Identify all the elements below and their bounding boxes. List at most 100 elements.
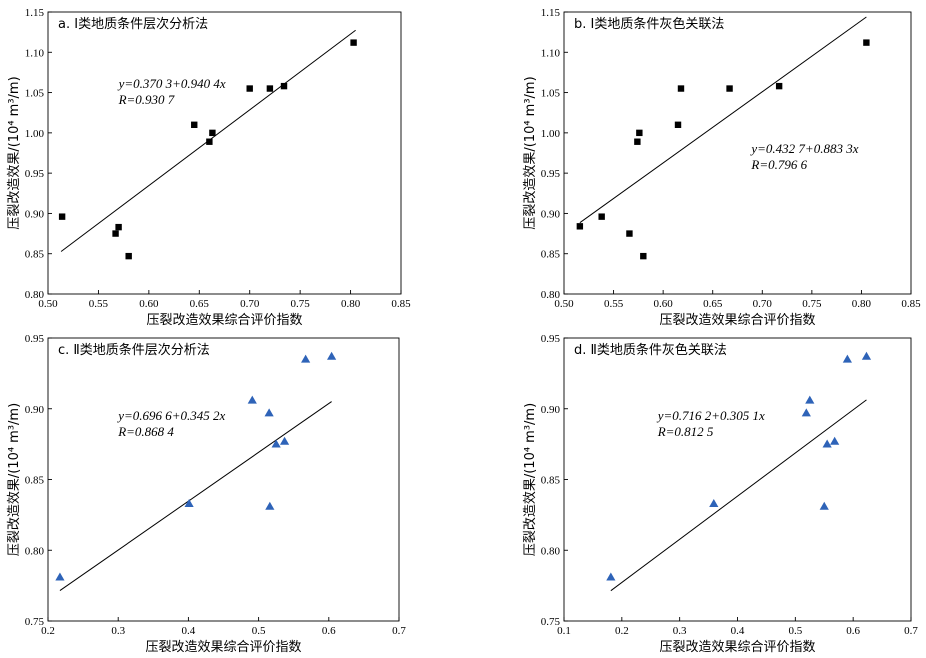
x-tick-label: 0.80 xyxy=(852,298,872,310)
x-tick-label: 0.4 xyxy=(182,625,196,637)
data-point xyxy=(125,252,132,260)
data-point xyxy=(726,85,733,92)
data-point xyxy=(280,82,288,90)
x-tick-label: 0.55 xyxy=(89,298,109,310)
y-tick-label: 0.85 xyxy=(541,249,561,261)
plot-frame xyxy=(563,337,912,622)
x-tick-label: 0.55 xyxy=(604,298,624,310)
fit-line xyxy=(59,401,332,591)
x-tick-label: 0.5 xyxy=(788,625,802,637)
y-tick-label: 0.85 xyxy=(541,475,561,487)
x-tick-label: 0.4 xyxy=(731,625,745,637)
x-tick-label: 0.60 xyxy=(654,298,674,310)
data-point xyxy=(266,85,274,92)
x-tick-label: 0.1 xyxy=(557,625,571,637)
y-tick-label: 0.95 xyxy=(25,168,45,180)
y-tick-label: 0.90 xyxy=(541,208,561,220)
data-point xyxy=(805,395,815,404)
y-tick-label: 1.00 xyxy=(541,128,561,140)
chart-title: c. Ⅱ类地质条件层次分析法 xyxy=(58,342,210,358)
plot-frame xyxy=(563,11,912,295)
y-tick-label: 0.95 xyxy=(541,333,561,345)
data-point xyxy=(709,498,719,507)
y-tick-label: 0.90 xyxy=(25,208,45,220)
data-point xyxy=(674,121,682,128)
data-point xyxy=(636,129,643,137)
chart-title: b. Ⅰ类地质条件灰色关联法 xyxy=(574,16,724,32)
y-tick-label: 1.05 xyxy=(541,88,561,100)
data-point xyxy=(112,230,119,237)
data-point xyxy=(327,351,337,360)
plot-frame xyxy=(47,11,402,295)
x-tick-label: 0.5 xyxy=(252,625,266,637)
data-point xyxy=(640,252,647,260)
data-point xyxy=(265,501,275,510)
regression-equation: y=0.370 3+0.940 4x xyxy=(117,76,226,91)
y-tick-label: 0.80 xyxy=(541,545,561,557)
chart-title: a. Ⅰ类地质条件层次分析法 xyxy=(58,16,208,32)
x-tick-label: 0.85 xyxy=(901,298,921,310)
x-tick-label: 0.85 xyxy=(391,298,411,310)
x-tick-label: 0.70 xyxy=(753,298,773,310)
y-tick-label: 0.80 xyxy=(25,545,45,557)
x-tick-label: 0.3 xyxy=(673,625,687,637)
data-point xyxy=(576,223,584,230)
data-point xyxy=(115,223,122,231)
chart-panel-b: 0.50 0.55 0.60 0.65 0.70 0.75 0.80 0.85 0.80 0.85… xyxy=(523,7,921,328)
data-point xyxy=(822,439,832,448)
y-tick-label: 0.95 xyxy=(25,333,45,345)
plot-frame xyxy=(47,337,400,622)
regression-equation: y=0.716 2+0.305 1x xyxy=(656,408,765,423)
data-point xyxy=(247,395,257,404)
data-point xyxy=(598,213,605,220)
data-point xyxy=(819,501,829,510)
y-tick-label: 1.10 xyxy=(25,47,45,59)
x-tick-label: 0.7 xyxy=(904,625,918,637)
x-axis-label: 压裂改造效果综合评价指数 xyxy=(145,640,301,655)
y-tick-label: 1.00 xyxy=(25,128,45,140)
correlation-coefficient: R=0.930 7 xyxy=(118,92,175,107)
y-tick-label: 0.75 xyxy=(25,616,45,628)
data-point xyxy=(184,498,194,507)
y-tick-label: 0.95 xyxy=(541,168,561,180)
data-point xyxy=(830,436,840,445)
regression-equation: y=0.432 7+0.883 3x xyxy=(749,141,858,156)
y-axis-label: 压裂改造效果/(10⁴ m³/m) xyxy=(523,403,538,556)
data-point xyxy=(191,121,198,128)
x-tick-label: 0.2 xyxy=(41,625,55,637)
x-tick-label: 0.60 xyxy=(139,298,159,310)
x-tick-label: 0.70 xyxy=(240,298,260,310)
data-point xyxy=(775,82,783,90)
data-point xyxy=(863,39,870,46)
fit-line xyxy=(610,399,867,592)
data-point xyxy=(801,408,811,417)
y-tick-label: 0.80 xyxy=(25,289,45,301)
x-tick-label: 0.65 xyxy=(703,298,723,310)
x-axis-label: 压裂改造效果综合评价指数 xyxy=(659,313,815,328)
correlation-coefficient: R=0.812 5 xyxy=(657,424,714,439)
x-tick-label: 0.6 xyxy=(322,625,336,637)
x-tick-label: 0.80 xyxy=(341,298,361,310)
x-tick-label: 0.3 xyxy=(111,625,125,637)
x-tick-label: 0.65 xyxy=(190,298,210,310)
data-point xyxy=(861,351,872,360)
chart-panel-a: 0.50 0.55 0.60 0.65 0.70 0.75 0.80 0.85 0.80 0.85… xyxy=(7,7,411,328)
x-tick-label: 0.50 xyxy=(554,298,574,310)
data-point xyxy=(350,39,357,46)
y-tick-label: 1.05 xyxy=(25,88,45,100)
correlation-coefficient: R=0.868 4 xyxy=(117,424,174,439)
y-tick-label: 0.85 xyxy=(25,475,45,487)
data-point xyxy=(209,129,216,137)
data-point xyxy=(264,408,274,417)
x-tick-label: 0.75 xyxy=(802,298,822,310)
y-tick-label: 1.15 xyxy=(25,7,45,19)
y-tick-label: 0.85 xyxy=(25,249,45,261)
y-tick-label: 1.10 xyxy=(541,47,561,59)
data-point xyxy=(634,138,641,145)
data-point xyxy=(606,572,616,581)
data-point xyxy=(626,230,633,237)
x-tick-label: 0.50 xyxy=(38,298,58,310)
data-point xyxy=(55,572,65,581)
x-tick-label: 0.7 xyxy=(392,625,406,637)
